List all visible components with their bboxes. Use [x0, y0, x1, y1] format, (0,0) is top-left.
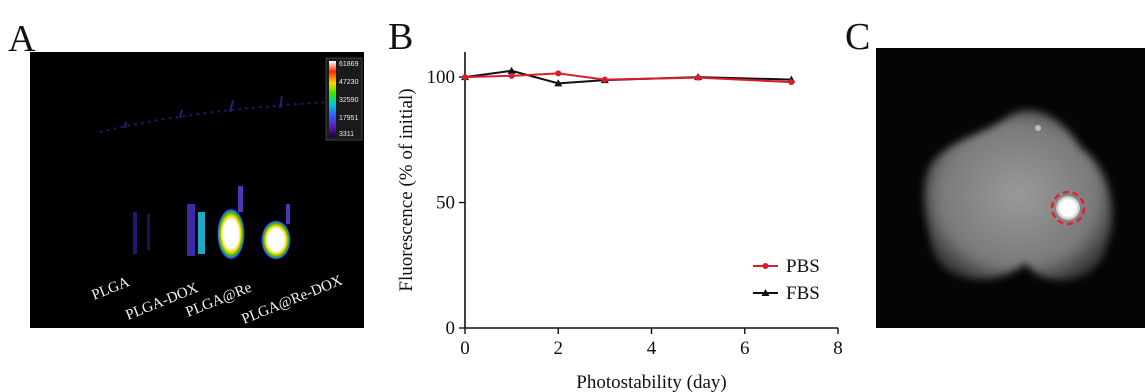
fluorescence-image: PLGA PLGA-DOX PLGA@Re PLGA@Re-DOX 61869 …: [90, 57, 363, 328]
sample-label-plga: PLGA: [90, 274, 132, 304]
microscopy-image: [924, 110, 1113, 280]
y-tick-label: 50: [436, 193, 455, 214]
scale-tick-0: 61869: [339, 61, 359, 68]
chart-legend: PBS FBS: [753, 256, 820, 304]
tube-plga-re-dox: [261, 220, 291, 260]
data-point-fbs: [554, 79, 563, 87]
panel-c-letter: C: [845, 16, 871, 58]
y-axis-title: Fluorescence (% of initial): [396, 88, 417, 291]
fluorescent-spot: [1056, 196, 1080, 220]
x-tick-label: 2: [554, 338, 564, 359]
series-line-pbs: [464, 72, 792, 84]
legend-label-fbs: FBS: [786, 283, 820, 304]
data-point-fbs: [761, 289, 770, 296]
y-tick-label: 100: [427, 67, 456, 88]
microscopy-image-panel: [876, 48, 1145, 328]
y-tick-label: 0: [446, 318, 456, 339]
panel-a-letter: A: [8, 18, 36, 60]
data-point-fbs: [507, 66, 516, 74]
data-point-pbs: [695, 74, 702, 81]
chart-axes: 0 2 4 6 8 0 50 100: [427, 52, 843, 359]
tube-plga-2: [147, 214, 150, 250]
data-point-pbs: [462, 74, 468, 81]
data-point-pbs: [601, 76, 608, 83]
chart-series: [461, 66, 796, 87]
data-point-pbs: [762, 263, 769, 269]
tube-plga-dox-core: [198, 212, 205, 254]
scale-tick-1: 47230: [339, 79, 359, 86]
data-point-pbs: [788, 79, 795, 86]
panel-b-letter: B: [388, 16, 414, 58]
tube-plga: [133, 212, 137, 254]
scale-tick-2: 32590: [339, 97, 359, 104]
color-scale: 61869 47230 32590 17951 3311: [325, 57, 363, 141]
highlight-circle: [1050, 190, 1086, 226]
scale-tick-4: 3311: [339, 131, 354, 138]
legend-label-pbs: PBS: [786, 256, 820, 277]
x-tick-label: 8: [833, 338, 843, 359]
data-point-pbs: [508, 72, 515, 79]
x-tick-label: 4: [647, 338, 657, 359]
fluorescence-image-panel: PLGA PLGA-DOX PLGA@Re PLGA@Re-DOX 61869 …: [30, 52, 364, 328]
tube-plga-re-dox-top: [286, 204, 290, 224]
sample-label-plga-re-dox: PLGA@Re-DOX: [240, 273, 345, 328]
photostability-chart: 0 2 4 6 8 0 50 100 PBS FBS Photostability (day) …: [388, 40, 858, 392]
tube-tops: [124, 95, 283, 129]
cell-cluster: [924, 110, 1113, 280]
x-tick-label: 6: [740, 338, 750, 359]
color-scale-bar: [329, 61, 336, 137]
tube-plga-dox: [187, 204, 195, 256]
bright-speck: [1035, 125, 1041, 131]
data-point-pbs: [555, 70, 562, 77]
tube-plga-re-top: [238, 186, 243, 212]
tube-plga-re: [217, 208, 245, 260]
background-speckle: [99, 101, 331, 133]
x-axis-title: Photostability (day): [576, 372, 726, 392]
scale-tick-3: 17951: [339, 115, 359, 122]
x-tick-label: 0: [460, 338, 470, 359]
